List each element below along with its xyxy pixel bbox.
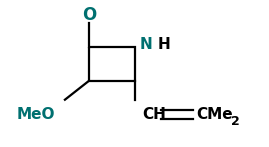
Text: MeO: MeO <box>16 107 55 122</box>
Text: N: N <box>140 37 153 52</box>
Text: H: H <box>157 37 170 52</box>
Text: CH: CH <box>143 107 167 122</box>
Text: O: O <box>82 6 96 24</box>
Text: 2: 2 <box>231 115 240 128</box>
Text: CMe: CMe <box>196 107 233 122</box>
